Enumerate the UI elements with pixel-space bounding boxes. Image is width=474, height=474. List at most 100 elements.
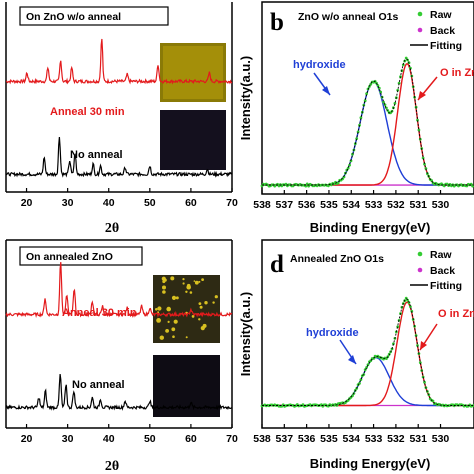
panel-c-photo-dot (175, 296, 179, 300)
panel-c-photo-dot (193, 280, 196, 282)
panel-c-photo-dot (198, 302, 202, 305)
panel-c-photo-dot (212, 301, 215, 304)
panel-a-label-anneal: Anneal 30 min (50, 106, 125, 118)
panel-d-letter: d (270, 251, 284, 278)
panel-c-photo-dot (214, 295, 218, 299)
panel-c-photo-anneal-dots (155, 276, 218, 340)
panel-a-title: On ZnO w/o anneal (26, 11, 121, 23)
panel-d-raw-point (409, 305, 412, 308)
panel-c-series-noanneal (5, 374, 233, 411)
panel-c-photo-dot (155, 308, 158, 311)
panel-c-xtick-label-70: 70 (226, 433, 238, 445)
panel-c-title: On annealed ZnO (26, 251, 113, 263)
panel-b-xtick-label-537: 537 (276, 199, 294, 211)
panel-b-frame (261, 1, 474, 195)
panel-d-legend-back-marker (417, 267, 423, 273)
panel-d-ylabel: Intensity(a.u.) (238, 292, 253, 377)
panel-a-xrd: On ZnO w/o anneal Anneal 30 min No annea… (5, 2, 238, 236)
panel-c-photo-dot (165, 329, 170, 333)
panel-c-photo-dot (167, 320, 170, 323)
panel-d-xtick-label-537: 537 (276, 433, 294, 445)
panel-b-raw-point (356, 130, 360, 134)
panel-d-raw-point (366, 363, 370, 366)
panel-d-legend-raw: Raw (430, 249, 452, 261)
panel-a-xtick-label-30: 30 (62, 197, 74, 209)
panel-b-raw-point (359, 116, 363, 120)
panel-b-raw-point (393, 102, 397, 105)
panel-c-photo-dot (191, 315, 195, 318)
panel-c-series-anneal (5, 262, 233, 319)
panel-b-legend-raw-marker (417, 11, 423, 17)
panel-c-photo-dot (156, 318, 162, 323)
panel-c-label-noanneal: No anneal (72, 379, 125, 391)
panel-b-raw-point (424, 167, 428, 170)
panel-b-raw-point (397, 81, 401, 85)
panel-a-photo-noanneal (160, 110, 226, 170)
panel-b-raw-point (409, 66, 412, 70)
panel-b-legend-back-marker (417, 27, 423, 33)
panel-a-xtick-label-50: 50 (144, 197, 156, 209)
panel-b-xtick-label-534: 534 (342, 199, 360, 211)
panel-b-xtick-label-538: 538 (253, 199, 271, 211)
panel-c-photo-dot (198, 318, 201, 321)
panel-b-title: ZnO w/o anneal O1s (298, 11, 399, 23)
panel-c-photo-dot (202, 323, 207, 328)
panel-c-photo-dot (166, 306, 171, 312)
panel-c-photo-dot (201, 278, 205, 281)
panel-b-legend-raw: Raw (430, 9, 452, 21)
panel-c-photo-dot (185, 290, 188, 293)
panel-b-xtick-label-535: 535 (320, 199, 338, 211)
panel-d-arrowhead-zno (420, 341, 427, 350)
panel-d-xtick-label-536: 536 (298, 433, 316, 445)
panel-b-annot-hydroxide: hydroxide (293, 59, 346, 71)
panel-b-component-hydroxide (262, 80, 474, 186)
panel-d-fitting-curve (262, 298, 474, 406)
panel-d-xlabel: Binding Energy(eV) (310, 456, 431, 471)
panel-b-xps: b ZnO w/o anneal O1s Intensity(a.u.) Bin… (238, 1, 474, 235)
panel-c-photo-dot (186, 284, 191, 290)
panel-d-annot-hydroxide: hydroxide (306, 327, 359, 339)
panel-c-photo-dot (157, 306, 162, 311)
panel-c-photo-dot (173, 319, 178, 324)
panel-d-xtick-label-531: 531 (409, 433, 427, 445)
panel-a-xtick-label-20: 20 (21, 197, 33, 209)
panel-b-xtick-label-530: 530 (432, 199, 450, 211)
panel-d-raw-point (418, 361, 422, 364)
panel-d-xtick-label-538: 538 (253, 433, 271, 445)
panel-c-xlabel: 2θ (105, 459, 119, 474)
panel-b-annot-zno: O in ZnO (440, 67, 474, 79)
panel-c-photo-dot (172, 335, 175, 339)
panel-b-raw-point (417, 128, 421, 132)
panel-c-xtick-label-20: 20 (21, 433, 33, 445)
panel-c-xtick-label-50: 50 (144, 433, 156, 445)
panel-b-arrowhead-hydroxide (322, 86, 330, 95)
panel-d-xtick-label-535: 535 (320, 433, 338, 445)
panel-c-photo-dot (182, 282, 185, 285)
panel-c-photo-dot (185, 336, 188, 339)
panel-c-title-box (19, 246, 143, 266)
panel-d-arrowhead-hydroxide (348, 355, 356, 364)
panel-c-xtick-label-60: 60 (185, 433, 197, 445)
panel-b-xtick-label-532: 532 (387, 199, 405, 211)
panel-a-xtick-label-70: 70 (226, 197, 238, 209)
panel-c-photo-dot (194, 280, 199, 285)
panel-a-photo-anneal-inner (163, 46, 223, 99)
panel-d-title: Annealed ZnO O1s (290, 253, 384, 265)
panel-c-photo-dot (204, 301, 208, 305)
panel-d-legend: Raw Back Fitting (410, 249, 462, 292)
panel-a-title-box (19, 6, 169, 26)
panel-d-legend-fitting: Fitting (430, 280, 462, 292)
panel-d-raw-point (387, 352, 391, 356)
panel-a-series-noanneal (5, 136, 233, 178)
panel-c-photo-dot (189, 291, 193, 294)
panel-c-xtick-label-40: 40 (103, 433, 115, 445)
panel-c-xrd: On annealed ZnO Anneal 30 min No anneal … (5, 239, 238, 474)
panel-b-legend-fitting: Fitting (430, 40, 462, 52)
panel-c-photo-dot (159, 335, 164, 340)
panel-c-photo-anneal (153, 275, 220, 343)
panel-a-xlabel: 2θ (105, 221, 119, 236)
panel-a-xtick-label-40: 40 (103, 197, 115, 209)
panel-d-xtick-label-534: 534 (342, 433, 360, 445)
panel-c-photo-dot (199, 305, 203, 309)
